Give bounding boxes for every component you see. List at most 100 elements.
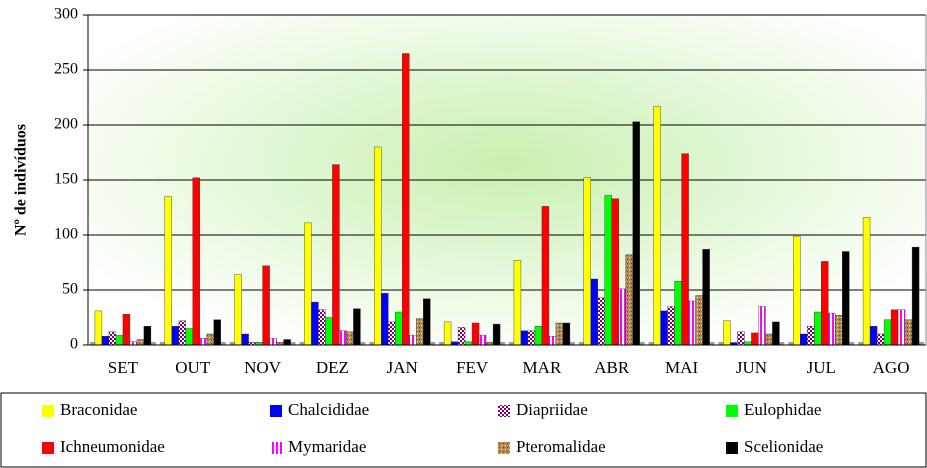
- legend-swatch: [42, 442, 54, 454]
- bar: [562, 322, 571, 346]
- bar: [541, 206, 550, 346]
- bar: [388, 321, 396, 346]
- y-tick-label: 0: [70, 336, 78, 353]
- legend-swatch: [270, 442, 282, 454]
- bar: [660, 310, 668, 346]
- bar: [94, 310, 103, 346]
- bar: [206, 333, 214, 346]
- bar: [862, 217, 871, 346]
- bar: [395, 311, 403, 346]
- bar: [869, 326, 878, 346]
- bar: [653, 106, 661, 346]
- legend-label: Eulophidae: [744, 400, 821, 419]
- bar: [674, 281, 682, 346]
- bar: [890, 309, 899, 346]
- bar: [213, 319, 221, 346]
- bar: [695, 295, 703, 346]
- bar: [807, 326, 815, 346]
- bar: [346, 331, 354, 346]
- legend-swatch: [270, 405, 282, 417]
- bar: [520, 330, 529, 346]
- bar: [632, 121, 640, 346]
- bar: [618, 288, 626, 346]
- bar: [548, 336, 557, 346]
- bar: [241, 333, 249, 346]
- y-axis-label: Nº de indivíduos: [13, 124, 30, 236]
- bar: [402, 53, 410, 346]
- x-tick-label: AGO: [873, 358, 910, 377]
- bar: [416, 318, 424, 346]
- legend-label: Mymaridae: [288, 437, 366, 456]
- bar: [423, 298, 431, 346]
- bar: [192, 177, 200, 346]
- bar: [555, 322, 564, 346]
- bar: [234, 274, 242, 346]
- bar: [122, 314, 131, 346]
- x-tick-label: MAR: [523, 358, 562, 377]
- bar: [304, 222, 312, 346]
- bar: [492, 323, 501, 346]
- x-tick-label: JUN: [736, 358, 767, 377]
- bar: [143, 326, 152, 346]
- x-tick-label: SET: [108, 358, 139, 377]
- legend-label: Ichneumonidae: [60, 437, 165, 456]
- legend-label: Diapriidae: [516, 400, 588, 419]
- bar: [625, 254, 633, 346]
- bar: [115, 334, 124, 346]
- bar: [702, 249, 710, 346]
- bar: [409, 334, 417, 346]
- bar: [821, 261, 829, 346]
- bar: [171, 326, 179, 346]
- bar: [457, 327, 466, 346]
- bar: [904, 319, 913, 346]
- bar: [478, 334, 487, 346]
- bar: [723, 320, 731, 346]
- bar: [534, 326, 543, 346]
- bar: [800, 333, 808, 346]
- bar: [318, 309, 326, 346]
- bar: [513, 260, 522, 346]
- bar: [311, 301, 319, 346]
- x-tick-label: JAN: [387, 358, 418, 377]
- y-tick-label: 300: [54, 6, 78, 23]
- legend-swatch: [498, 442, 510, 454]
- bar: [353, 308, 361, 346]
- bar: [835, 315, 843, 346]
- legend-label: Braconidae: [60, 400, 137, 419]
- bar: [758, 306, 766, 346]
- bar: [842, 251, 850, 346]
- bar: [136, 339, 145, 346]
- bar: [814, 311, 822, 346]
- bar: [527, 330, 536, 346]
- bar: [793, 235, 801, 346]
- bar: [374, 146, 382, 346]
- bar: [667, 306, 675, 346]
- y-tick-label: 50: [62, 281, 78, 298]
- bar: [199, 338, 207, 346]
- y-tick-label: 200: [54, 116, 78, 133]
- x-tick-label: NOV: [244, 358, 282, 377]
- bar: [876, 333, 885, 346]
- bar: [688, 300, 696, 346]
- legend-label: Pteromalidae: [516, 437, 606, 456]
- y-tick-label: 150: [54, 171, 78, 188]
- x-tick-label: MAI: [665, 358, 698, 377]
- x-tick-label: FEV: [456, 358, 489, 377]
- bar: [583, 177, 591, 346]
- bar: [751, 332, 759, 346]
- bar: [283, 339, 291, 346]
- bar: [611, 198, 619, 346]
- bar: [164, 196, 172, 346]
- bar: [339, 330, 347, 346]
- bar: [911, 246, 920, 346]
- bar: [471, 322, 480, 346]
- bar: [765, 333, 773, 346]
- legend-swatch: [726, 442, 738, 454]
- legend: [0, 392, 927, 468]
- bar: [897, 309, 906, 346]
- legend-swatch: [498, 405, 510, 417]
- bar: [590, 278, 598, 346]
- bar: [332, 164, 340, 346]
- bar: [108, 331, 117, 346]
